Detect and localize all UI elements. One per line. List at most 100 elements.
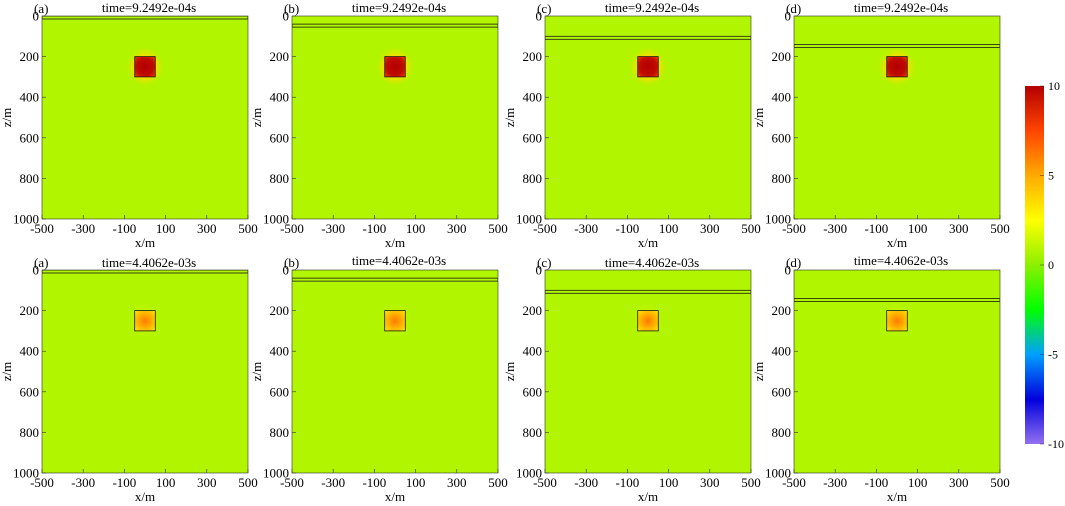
panel-6: -500 -300 -100 100 300 500 0 200 400 600 800 1000 x/…	[249, 253, 508, 504]
panels: -500 -300 -100 100 300 50002004006008001000x/…	[0, 0, 1010, 504]
thin-layer	[292, 23, 498, 28]
x-tick-label: 500	[990, 475, 1010, 490]
y-tick-label: 800	[772, 171, 792, 186]
plot-area	[794, 270, 1000, 473]
panel-title: time=9.2492e-04s	[102, 0, 196, 15]
y-tick-label: 800	[270, 425, 290, 440]
anomaly-body	[134, 310, 156, 332]
panel-label: (a)	[34, 1, 48, 16]
x-tick-label: -100	[615, 475, 639, 490]
y-tick-label: 400	[523, 90, 543, 105]
plot-area	[42, 270, 248, 473]
x-tick-label: 300	[700, 475, 720, 490]
x-tick-label: -100	[112, 221, 136, 236]
y-tick-label: 1000	[765, 212, 791, 227]
y-tick-label: 0	[536, 263, 543, 278]
panel-label: (c)	[537, 255, 551, 270]
y-tick-label: 800	[772, 425, 792, 440]
plot-area	[545, 270, 751, 473]
x-axis-label: x/m	[385, 235, 405, 250]
x-axis-label: x/m	[135, 235, 155, 250]
plot-frame	[544, 15, 752, 220]
y-tick-label: 200	[270, 303, 290, 318]
y-tick-label: 600	[772, 130, 792, 145]
y-tick-label: 0	[283, 263, 290, 278]
x-tick-label: 100	[908, 221, 928, 236]
y-tick-label: 1000	[263, 212, 289, 227]
panel-title: time=9.2492e-04s	[854, 0, 948, 15]
x-tick-label: 500	[741, 475, 761, 490]
x-axis-label: x/m	[135, 489, 155, 504]
colorbar-gradient	[1025, 86, 1044, 444]
y-tick-label: 1000	[765, 466, 791, 481]
plot-area	[42, 16, 248, 219]
panel-label: (b)	[284, 255, 299, 270]
x-tick-label: 300	[447, 221, 467, 236]
plot-frame	[291, 269, 499, 474]
y-axis-label: z/m	[249, 362, 264, 382]
panel-3: -500 -300 -100 100 300 500 0 200 400 600 800 1000 x/…	[502, 0, 761, 250]
x-tick-label: -100	[864, 221, 888, 236]
x-tick-label: -100	[615, 221, 639, 236]
plot-area	[545, 16, 751, 219]
panel-label: (c)	[537, 1, 551, 16]
panel-1: -500 -300 -100 100 300 500 0 200 400 600 800 1000 x/…	[0, 0, 258, 250]
y-tick-label: 600	[523, 384, 543, 399]
x-axis-label: x/m	[887, 235, 907, 250]
x-tick-label: 500	[488, 475, 508, 490]
thin-layer	[794, 298, 1000, 302]
x-tick-label: -300	[321, 221, 345, 236]
y-tick-label: 800	[523, 171, 543, 186]
y-tick-label: 800	[20, 171, 40, 186]
panel-title: time=4.4062e-03s	[102, 255, 196, 270]
y-tick-label: 600	[772, 384, 792, 399]
anomaly-body	[134, 56, 156, 78]
y-tick-label: 800	[523, 425, 543, 440]
x-tick-label: -300	[823, 475, 847, 490]
y-tick-label: 600	[20, 130, 40, 145]
x-tick-label: -500	[30, 475, 54, 490]
plot-area	[292, 270, 498, 473]
panel-5: -500 -300 -100 100 300 500 0 200 400 600 800 1000 x/…	[0, 255, 258, 504]
y-tick-label: 1000	[13, 466, 39, 481]
x-tick-label: 100	[156, 221, 176, 236]
panel-title: time=4.4062e-03s	[605, 255, 699, 270]
anomaly-body	[384, 310, 406, 332]
y-tick-label: 0	[785, 263, 792, 278]
x-tick-label: -100	[864, 475, 888, 490]
x-tick-label: 500	[238, 221, 258, 236]
x-axis-label: x/m	[638, 489, 658, 504]
x-tick-label: 500	[990, 221, 1010, 236]
y-tick-label: 1000	[516, 212, 542, 227]
y-tick-label: 0	[33, 263, 40, 278]
panel-2: -500 -300 -100 100 300 500 0 200 400 600 800 1000 x/…	[249, 0, 508, 250]
y-tick-label: 400	[523, 344, 543, 359]
thin-layer	[292, 277, 498, 282]
x-axis-label: x/m	[638, 235, 658, 250]
plot-frame	[793, 269, 1001, 474]
x-tick-label: -500	[280, 221, 304, 236]
colorbar-tick-label: -10	[1048, 437, 1064, 451]
y-tick-label: 400	[20, 344, 40, 359]
plot-frame	[41, 269, 249, 474]
x-tick-label: -500	[533, 475, 557, 490]
thin-layer	[545, 289, 751, 294]
y-axis-label: z/m	[751, 362, 766, 382]
x-tick-label: -300	[823, 221, 847, 236]
x-tick-label: 100	[156, 475, 176, 490]
colorbar-tick-label: 0	[1048, 258, 1054, 272]
y-tick-label: 200	[270, 49, 290, 64]
y-tick-label: 200	[772, 49, 792, 64]
panel-label: (a)	[34, 255, 48, 270]
x-tick-label: 100	[406, 475, 426, 490]
x-tick-label: 300	[949, 475, 969, 490]
colorbar-tick-label: -5	[1048, 348, 1058, 362]
plot-frame	[793, 15, 1001, 220]
y-axis-label: z/m	[0, 362, 14, 382]
x-tick-label: -300	[71, 475, 95, 490]
anomaly-body	[886, 56, 908, 78]
thin-layer	[545, 35, 751, 40]
y-tick-label: 200	[772, 303, 792, 318]
anomaly-body	[637, 56, 659, 78]
colorbar-tick-label: 10	[1048, 79, 1060, 93]
